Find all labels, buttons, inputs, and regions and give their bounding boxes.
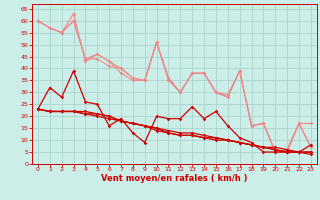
X-axis label: Vent moyen/en rafales ( km/h ): Vent moyen/en rafales ( km/h ) bbox=[101, 174, 248, 183]
